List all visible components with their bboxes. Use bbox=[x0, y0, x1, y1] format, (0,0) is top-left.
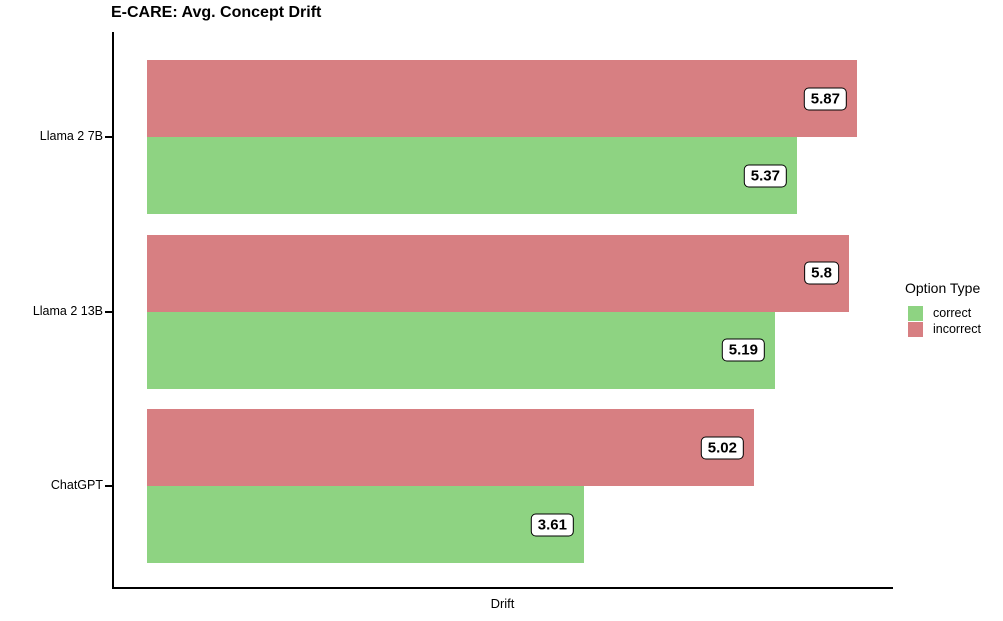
value-label-correct: 5.19 bbox=[721, 338, 765, 362]
legend-item-label: correct bbox=[933, 306, 972, 320]
legend-item-incorrect: incorrect bbox=[905, 321, 981, 337]
category-label: ChatGPT bbox=[50, 478, 103, 492]
legend-title: Option Type bbox=[905, 280, 981, 296]
bar-correct bbox=[147, 137, 797, 214]
value-label-incorrect: 5.8 bbox=[804, 261, 839, 285]
bar-incorrect bbox=[147, 409, 754, 486]
plot-panel: 5.87 5.37 5.8 5.19 5.02 3.61 bbox=[112, 32, 893, 589]
incorrect-swatch-icon bbox=[908, 321, 923, 337]
y-axis-tick bbox=[105, 485, 112, 487]
bar-correct bbox=[147, 311, 775, 389]
category-label: Llama 2 13B bbox=[32, 303, 103, 318]
bar-incorrect bbox=[147, 60, 857, 137]
bar-correct bbox=[147, 486, 584, 563]
value-label-incorrect: 5.87 bbox=[803, 87, 847, 110]
bar-incorrect bbox=[147, 234, 849, 312]
category-label: Llama 2 7B bbox=[39, 129, 103, 143]
legend-items: correct incorrect bbox=[905, 305, 981, 337]
legend-item-correct: correct bbox=[905, 305, 981, 321]
y-axis-tick bbox=[105, 136, 112, 138]
value-label-correct: 3.61 bbox=[530, 513, 574, 536]
x-axis-label: Drift bbox=[490, 596, 515, 611]
value-label-incorrect: 5.02 bbox=[700, 436, 744, 459]
legend: Option Type correct incorrect bbox=[905, 280, 981, 337]
value-label-correct: 5.37 bbox=[743, 164, 787, 187]
y-axis-tick bbox=[105, 310, 112, 313]
chart-title: E-CARE: Avg. Concept Drift bbox=[111, 4, 322, 21]
correct-swatch-icon bbox=[908, 305, 923, 321]
legend-item-label: incorrect bbox=[933, 322, 981, 336]
